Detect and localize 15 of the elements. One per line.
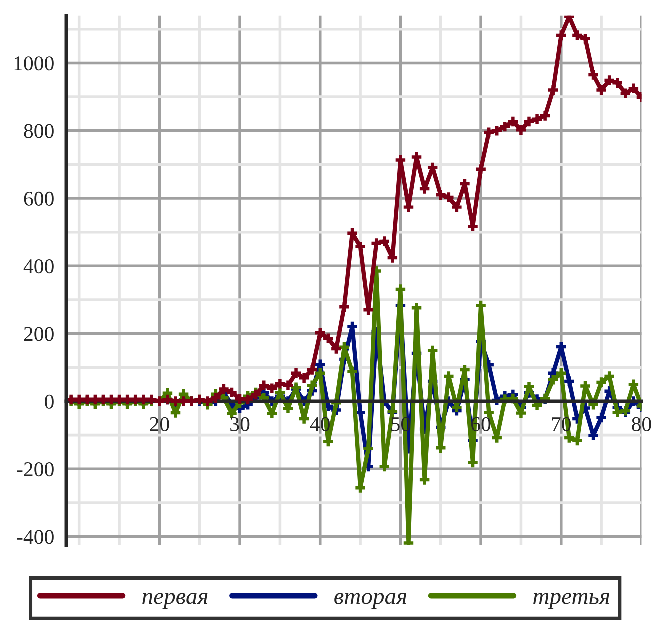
y-tick-label: -400 bbox=[17, 530, 54, 544]
x-tick-label: 80 bbox=[632, 417, 652, 432]
y-tick-label: 0 bbox=[45, 394, 54, 409]
legend-label: вторая bbox=[334, 593, 407, 610]
x-tick-label: 50 bbox=[392, 417, 410, 432]
y-tick-label: 1000 bbox=[14, 56, 54, 71]
x-tick-label: 20 bbox=[150, 417, 170, 432]
x-tick-label: 30 bbox=[230, 417, 250, 432]
y-tick-label: -200 bbox=[17, 462, 54, 477]
y-tick-label: 800 bbox=[24, 124, 54, 138]
y-tick-label: 400 bbox=[24, 260, 54, 274]
y-tick-label: 200 bbox=[24, 327, 54, 342]
legend-label: третья bbox=[534, 593, 610, 610]
legend-label: первая bbox=[142, 593, 208, 610]
y-tick-label: 600 bbox=[24, 192, 54, 206]
